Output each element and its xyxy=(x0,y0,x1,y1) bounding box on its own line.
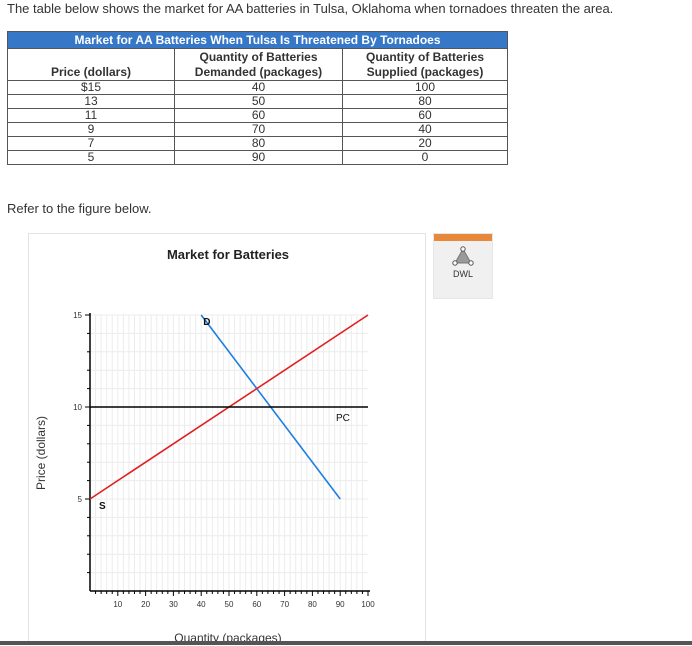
x-tick-label: 70 xyxy=(280,600,289,609)
x-tick-label: 30 xyxy=(169,600,178,609)
chart-panel[interactable]: Market for Batteries 5 10 15 10 20 30 40 50 60 70 8… xyxy=(28,233,426,645)
table-title: Market for AA Batteries When Tulsa Is Th… xyxy=(7,31,508,48)
cell-supplied: 20 xyxy=(342,136,508,151)
x-tick-label: 100 xyxy=(361,600,375,609)
cell-price: $15 xyxy=(7,80,175,95)
cell-price: 7 xyxy=(7,136,175,151)
series-label-s: S xyxy=(99,501,106,512)
table-row: 13 50 80 xyxy=(7,94,508,109)
y-tick-label: 5 xyxy=(78,495,83,504)
x-tick-label: 40 xyxy=(197,600,206,609)
table-row: 7 80 20 xyxy=(7,136,508,151)
header-demanded: Quantity of Batteries Demanded (packages… xyxy=(174,48,343,81)
refer-text: Refer to the figure below. xyxy=(7,201,152,216)
cell-supplied: 100 xyxy=(342,80,508,95)
dwl-triangle-icon xyxy=(452,246,474,266)
cell-supplied: 0 xyxy=(342,150,508,165)
cell-demanded: 50 xyxy=(174,94,343,109)
cell-supplied: 80 xyxy=(342,94,508,109)
cell-supplied: 40 xyxy=(342,122,508,137)
dwl-tool-label: DWL xyxy=(453,269,473,279)
tool-panel-header xyxy=(434,234,492,241)
x-tick-label: 60 xyxy=(252,600,261,609)
x-tick-label: 90 xyxy=(336,600,345,609)
cell-price: 11 xyxy=(7,108,175,123)
y-tick-label: 15 xyxy=(73,311,82,320)
x-tick-label: 50 xyxy=(225,600,234,609)
cell-price: 13 xyxy=(7,94,175,109)
cell-demanded: 40 xyxy=(174,80,343,95)
table-row: 5 90 0 xyxy=(7,150,508,165)
tool-panel: DWL xyxy=(433,233,493,299)
x-tick-label: 20 xyxy=(141,600,150,609)
cell-demanded: 60 xyxy=(174,108,343,123)
series-label-d: D xyxy=(203,317,210,328)
table-row: 11 60 60 xyxy=(7,108,508,123)
table-row: 9 70 40 xyxy=(7,122,508,137)
cell-supplied: 60 xyxy=(342,108,508,123)
cell-demanded: 70 xyxy=(174,122,343,137)
x-tick-label: 10 xyxy=(113,600,122,609)
battery-market-chart[interactable]: Market for Batteries 5 10 15 10 20 30 40 50 60 70 8… xyxy=(29,234,427,646)
y-axis-label: Price (dollars) xyxy=(34,416,48,490)
x-tick-label: 80 xyxy=(308,600,317,609)
cell-price: 9 xyxy=(7,122,175,137)
cell-price: 5 xyxy=(7,150,175,165)
intro-text: The table below shows the market for AA … xyxy=(7,1,614,16)
series-label-pc: PC xyxy=(336,413,350,424)
y-tick-label: 10 xyxy=(73,403,82,412)
market-table: Market for AA Batteries When Tulsa Is Th… xyxy=(7,31,508,165)
dwl-tool-button[interactable]: DWL xyxy=(434,242,492,292)
table-row: $15 40 100 xyxy=(7,80,508,95)
header-supplied: Quantity of Batteries Supplied (packages… xyxy=(342,48,508,81)
bottom-divider xyxy=(0,641,692,645)
cell-demanded: 80 xyxy=(174,136,343,151)
chart-title: Market for Batteries xyxy=(167,247,289,262)
header-price: Price (dollars) xyxy=(7,48,175,81)
cell-demanded: 90 xyxy=(174,150,343,165)
